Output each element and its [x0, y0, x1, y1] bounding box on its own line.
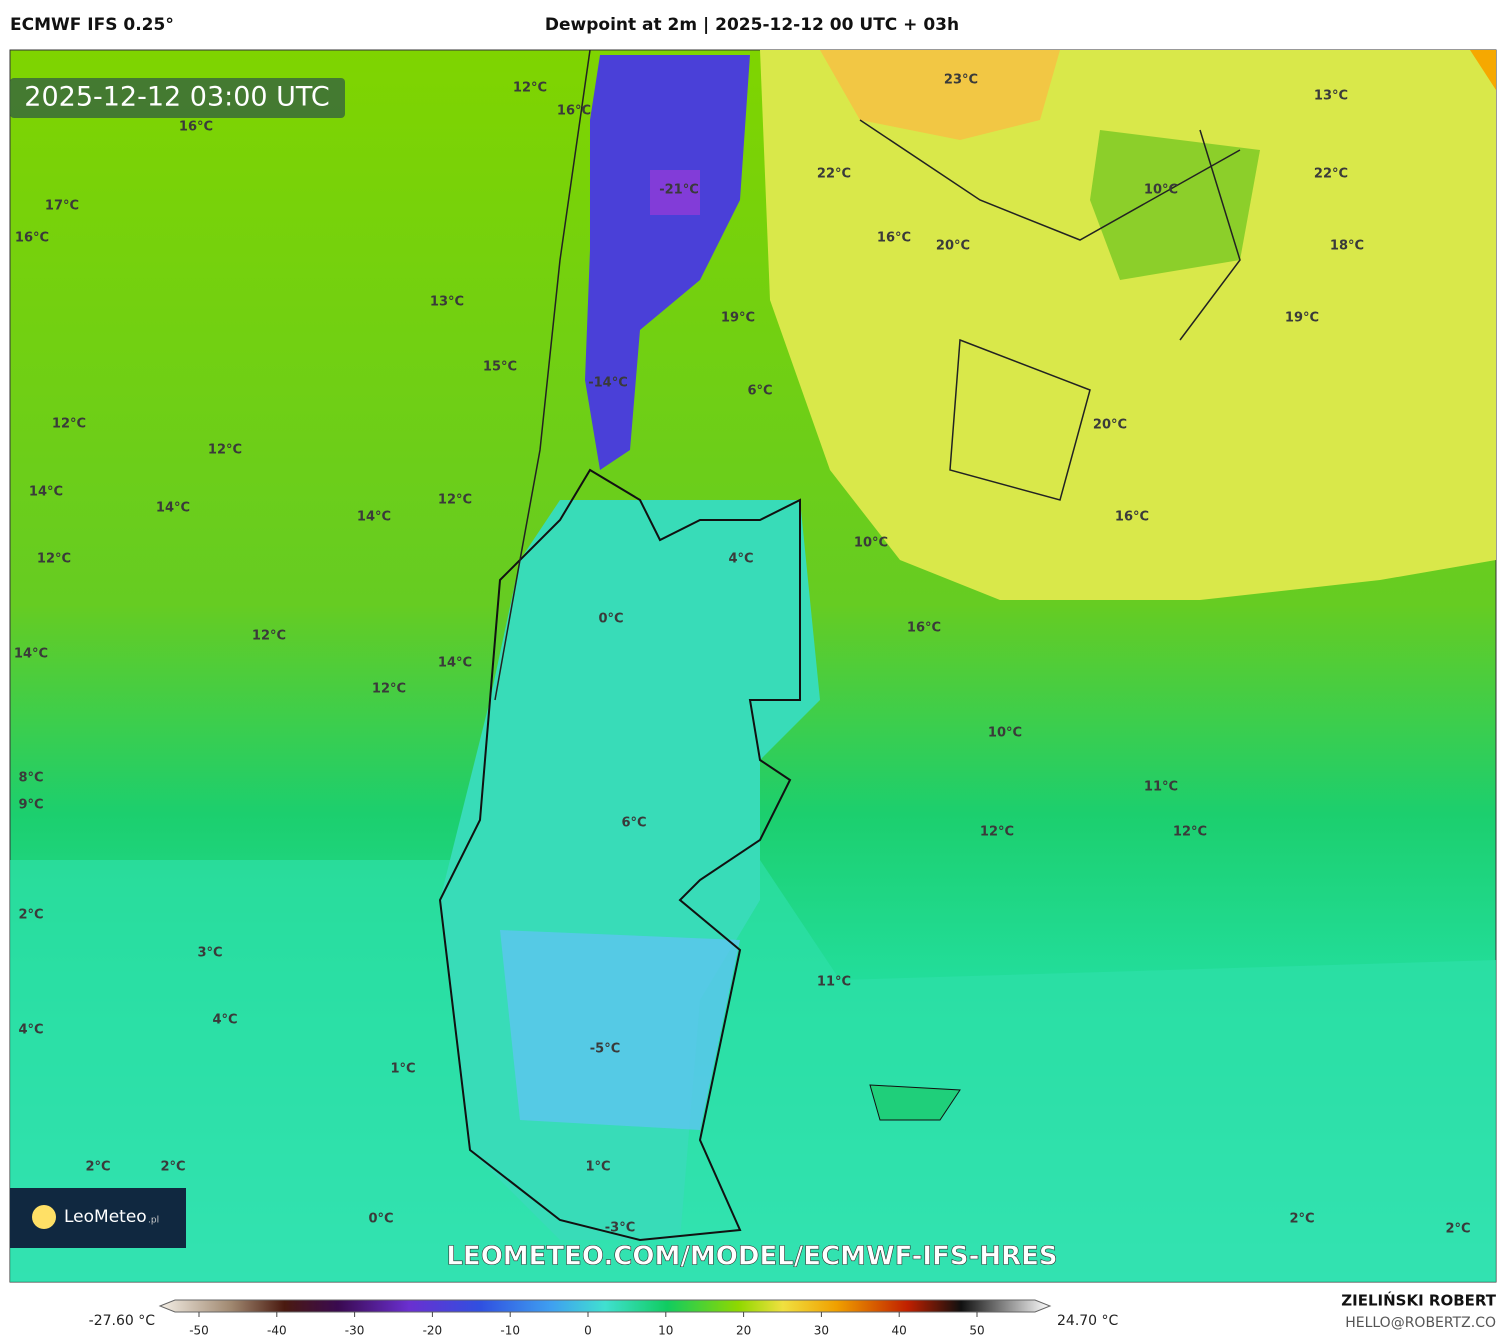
colorbar-tick-label: -40: [267, 1324, 287, 1338]
map-label: 2°C: [1445, 1222, 1470, 1237]
map-labels: 12°C 16°C 16°C 23°C 13°C 17°C 16°C -21°C 22°C 10°…: [14, 73, 1471, 1237]
map-label: -21°C: [659, 183, 699, 198]
map-label: 6°C: [747, 384, 772, 399]
map-label: 8°C: [18, 771, 43, 786]
map-label: 14°C: [156, 501, 190, 516]
map-label: 17°C: [45, 199, 79, 214]
map-label: 12°C: [208, 443, 242, 458]
logo-name: LeoMeteo: [64, 1207, 147, 1227]
map-label: 13°C: [430, 295, 464, 310]
colorbar-min: -27.60 °C: [89, 1313, 156, 1329]
map-label: 16°C: [557, 104, 591, 119]
colorbar-tick-label: -50: [189, 1324, 209, 1338]
colorbar-tick-label: 0: [584, 1324, 592, 1338]
map-label: 3°C: [197, 946, 222, 961]
map-label: 6°C: [621, 816, 646, 831]
map-label: 4°C: [728, 552, 753, 567]
map-label: 13°C: [1314, 89, 1348, 104]
map-label: 16°C: [15, 231, 49, 246]
map-label: 2°C: [160, 1160, 185, 1175]
map-label: 12°C: [438, 493, 472, 508]
timestamp: 2025-12-12 03:00 UTC: [24, 82, 329, 113]
map-label: 4°C: [18, 1023, 43, 1038]
colorbar-tick-label: -30: [345, 1324, 365, 1338]
model-name: ECMWF IFS 0.25°: [10, 15, 174, 35]
map: 2025-12-12 03:00 UTC LeoMeteo .pl LEOMET…: [9, 49, 1497, 1283]
colorbar-tick-label: 50: [969, 1324, 984, 1338]
map-label: 19°C: [721, 311, 755, 326]
map-label: 22°C: [1314, 167, 1348, 182]
map-label: 20°C: [1093, 418, 1127, 433]
map-label: 2°C: [18, 908, 43, 923]
map-label: 16°C: [1115, 510, 1149, 525]
map-label: -14°C: [588, 376, 628, 391]
colorbar-tick-label: 30: [814, 1324, 829, 1338]
map-label: 1°C: [585, 1160, 610, 1175]
map-label: 11°C: [817, 975, 851, 990]
map-label: 12°C: [372, 682, 406, 697]
map-label: 12°C: [37, 552, 71, 567]
map-label: 10°C: [1144, 183, 1178, 198]
colorbar-tick-label: -20: [423, 1324, 443, 1338]
map-label: 11°C: [1144, 780, 1178, 795]
map-label: 16°C: [179, 120, 213, 135]
map-label: -5°C: [590, 1042, 620, 1057]
colorbar-max: 24.70 °C: [1057, 1313, 1119, 1329]
colorbar: -27.60 °C 24.70 °C -50 -40 -30 -20 -10 0 10 20 3…: [89, 1299, 1119, 1338]
watermark: LEOMETEO.COM/MODEL/ECMWF-IFS-HRES: [446, 1242, 1057, 1272]
map-label: 2°C: [85, 1160, 110, 1175]
map-label: 10°C: [988, 726, 1022, 741]
map-label: 12°C: [980, 825, 1014, 840]
map-label: 12°C: [52, 417, 86, 432]
map-label: 9°C: [18, 798, 43, 813]
credit-email: HELLO@ROBERTZ.CO: [1345, 1315, 1496, 1331]
map-label: 16°C: [907, 621, 941, 636]
colorbar-tick-label: 40: [892, 1324, 907, 1338]
map-label: 2°C: [1289, 1212, 1314, 1227]
map-label: 4°C: [212, 1013, 237, 1028]
map-label: 15°C: [483, 360, 517, 375]
map-label: 20°C: [936, 239, 970, 254]
credit-author: ZIELIŃSKI ROBERT: [1341, 1291, 1496, 1310]
colorbar-tick-label: 20: [736, 1324, 751, 1338]
colorbar-tick-label: -10: [500, 1324, 520, 1338]
map-label: 19°C: [1285, 311, 1319, 326]
map-label: 1°C: [390, 1062, 415, 1077]
map-label: 12°C: [513, 81, 547, 96]
map-label: 22°C: [817, 167, 851, 182]
map-label: 14°C: [357, 510, 391, 525]
map-label: 18°C: [1330, 239, 1364, 254]
colorbar-tick-label: 10: [658, 1324, 673, 1338]
map-label: 10°C: [854, 536, 888, 551]
map-label: 16°C: [877, 231, 911, 246]
map-label: 14°C: [29, 485, 63, 500]
map-label: 12°C: [1173, 825, 1207, 840]
map-label: 14°C: [438, 656, 472, 671]
map-label: 23°C: [944, 73, 978, 88]
map-title: Dewpoint at 2m | 2025-12-12 00 UTC + 03h: [545, 15, 959, 35]
map-label: 14°C: [14, 647, 48, 662]
map-label: -3°C: [605, 1221, 635, 1236]
map-label: 0°C: [598, 612, 623, 627]
logo-suffix: .pl: [148, 1216, 159, 1226]
map-label: 12°C: [252, 629, 286, 644]
map-label: 0°C: [368, 1212, 393, 1227]
